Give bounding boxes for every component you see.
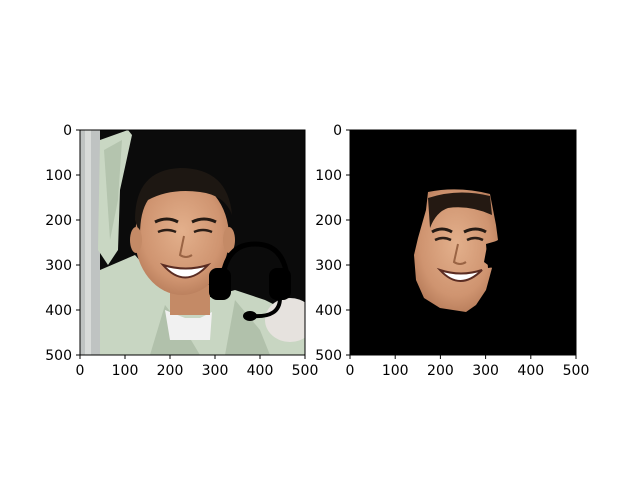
left-y-tick-label-500: 500 bbox=[45, 348, 72, 364]
right-x-tick-label-0: 0 bbox=[346, 363, 355, 379]
right-y-tick-label-100: 100 bbox=[315, 168, 342, 184]
left-y-tick-label-200: 200 bbox=[45, 213, 72, 229]
left-x-tick-label-500: 500 bbox=[292, 363, 319, 379]
left-x-tick-label-200: 200 bbox=[157, 363, 184, 379]
right-axes-frame bbox=[349, 129, 577, 356]
left-x-tick-label-0: 0 bbox=[76, 363, 85, 379]
headset-icon bbox=[209, 241, 291, 321]
right-y-tick-label-0: 0 bbox=[333, 123, 342, 139]
left-y-tick-label-0: 0 bbox=[63, 123, 72, 139]
left-y-tick-label-100: 100 bbox=[45, 168, 72, 184]
left-x-tick-label-300: 300 bbox=[202, 363, 229, 379]
right-y-tick-label-300: 300 bbox=[315, 258, 342, 274]
right-x-tick-label-300: 300 bbox=[472, 363, 499, 379]
right-x-tick-label-200: 200 bbox=[427, 363, 454, 379]
left-image-panel bbox=[80, 130, 305, 355]
right-x-tick-label-100: 100 bbox=[382, 363, 409, 379]
right-y-tick-label-200: 200 bbox=[315, 213, 342, 229]
left-y-tick-label-300: 300 bbox=[45, 258, 72, 274]
left-x-tick-label-400: 400 bbox=[247, 363, 274, 379]
right-y-tick-label-500: 500 bbox=[315, 348, 342, 364]
left-y-tick-label-400: 400 bbox=[45, 303, 72, 319]
left-axes-frame bbox=[79, 129, 306, 356]
left-x-tick-label-100: 100 bbox=[112, 363, 139, 379]
right-x-tick-label-500: 500 bbox=[563, 363, 590, 379]
right-y-tick-label-400: 400 bbox=[315, 303, 342, 319]
right-x-tick-label-400: 400 bbox=[517, 363, 544, 379]
right-image-panel bbox=[350, 130, 576, 355]
